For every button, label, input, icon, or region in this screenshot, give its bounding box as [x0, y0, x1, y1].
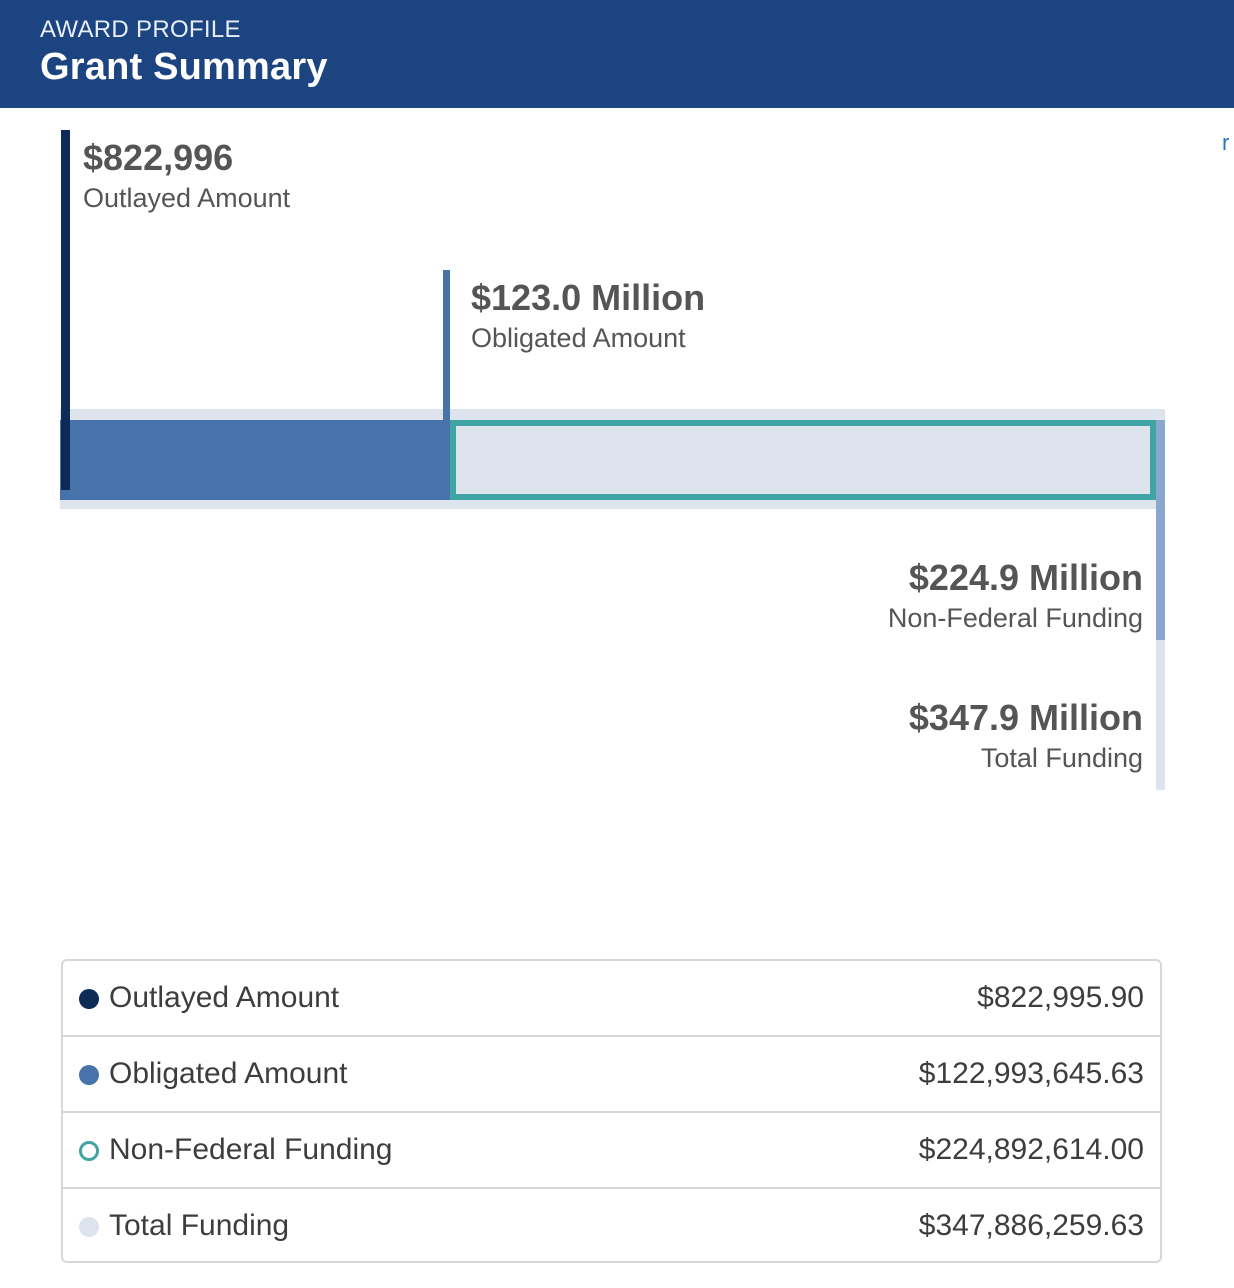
non-federal-label: $224.9 Million Non-Federal Funding: [760, 556, 1143, 636]
non-federal-amount-value: $224.9 Million: [908, 557, 1143, 598]
legend-value: $122,993,645.63: [918, 1057, 1144, 1090]
table-row: Obligated Amount $122,993,645.63: [63, 1037, 1160, 1113]
outlayed-label: $822,996 Outlayed Amount: [83, 136, 290, 216]
obligated-amount-caption: Obligated Amount: [471, 323, 686, 353]
total-label: $347.9 Million Total Funding: [760, 696, 1143, 776]
obligated-amount-bar: [60, 420, 450, 500]
legend-label: Non-Federal Funding: [109, 1133, 393, 1166]
non-federal-funding-bar: [450, 420, 1156, 500]
total-funding-marker: [1156, 640, 1165, 790]
clipped-link[interactable]: r: [1222, 130, 1230, 155]
obligated-label: $123.0 Million Obligated Amount: [471, 276, 705, 356]
page-header: AWARD PROFILE Grant Summary: [0, 0, 1234, 108]
funding-chart: $822,996 Outlayed Amount $123.0 Million …: [0, 108, 1234, 868]
obligated-amount-value: $123.0 Million: [471, 277, 706, 318]
total-amount-value: $347.9 Million: [908, 697, 1143, 738]
non-federal-funding-marker: [1156, 420, 1165, 640]
legend-label: Outlayed Amount: [109, 981, 340, 1014]
non-federal-ring-icon: [79, 1141, 99, 1161]
total-amount-caption: Total Funding: [980, 743, 1143, 773]
legend-value: $347,886,259.63: [918, 1209, 1144, 1242]
obligated-dot-icon: [79, 1065, 99, 1085]
legend-value: $224,892,614.00: [918, 1133, 1144, 1166]
header-kicker: AWARD PROFILE: [40, 16, 241, 43]
legend-label: Total Funding: [109, 1209, 290, 1242]
outlayed-amount-value: $822,996: [83, 137, 234, 178]
table-row: Outlayed Amount $822,995.90: [63, 961, 1160, 1037]
legend-value: $822,995.90: [977, 981, 1144, 1014]
outlayed-dot-icon: [79, 989, 99, 1009]
outlayed-amount-marker: [61, 130, 70, 490]
non-federal-amount-caption: Non-Federal Funding: [887, 603, 1143, 633]
page-title: Grant Summary: [40, 46, 328, 88]
outlayed-amount-caption: Outlayed Amount: [83, 183, 291, 213]
table-row: Non-Federal Funding $224,892,614.00: [63, 1113, 1160, 1189]
total-dot-icon: [79, 1217, 99, 1237]
obligated-amount-marker: [443, 270, 450, 422]
legend-label: Obligated Amount: [109, 1057, 348, 1090]
legend-table: Outlayed Amount $822,995.90 Obligated Am…: [61, 959, 1162, 1263]
table-row: Total Funding $347,886,259.63: [63, 1189, 1160, 1261]
